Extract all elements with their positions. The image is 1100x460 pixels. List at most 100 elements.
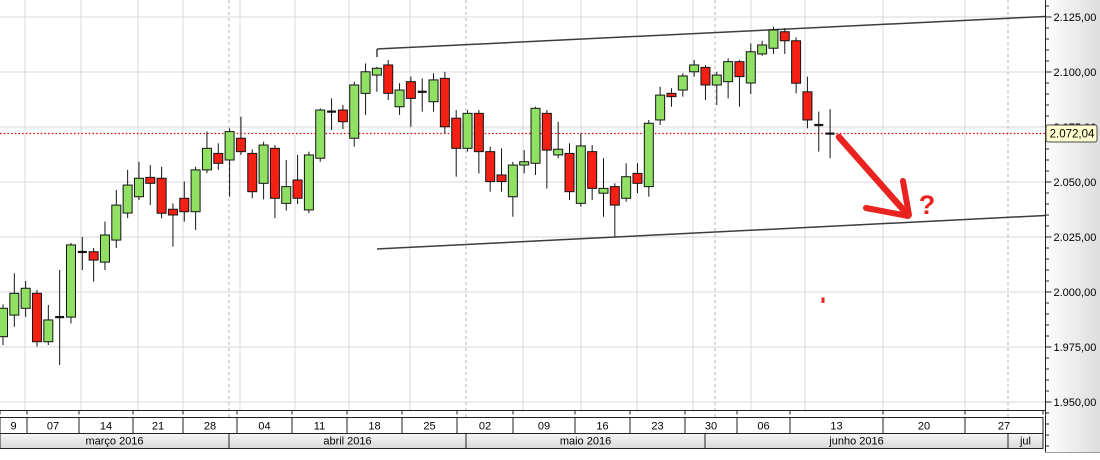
candle — [224, 128, 235, 197]
candle-body — [258, 144, 269, 184]
candle — [235, 116, 246, 155]
week-label: 11 — [314, 421, 325, 433]
candle — [598, 158, 609, 217]
week-label: 18 — [368, 421, 380, 433]
drawn-arrow-shaft[interactable] — [835, 133, 911, 218]
week-label: 02 — [479, 421, 491, 433]
candle — [655, 86, 666, 126]
candle — [349, 81, 360, 147]
candle-body — [485, 151, 496, 183]
week-label: 9 — [10, 421, 16, 433]
time-axis[interactable]: 9 07 14 21 28 04 11 18 25 02 09 16 23 30 06 13 20 27 março… — [0, 410, 1045, 449]
month-label: abril 2016 — [323, 436, 371, 448]
channel-lower-trendline[interactable] — [376, 214, 1046, 250]
candle-body — [9, 292, 20, 316]
candle-body — [213, 152, 224, 164]
candle-body — [439, 77, 450, 128]
drawn-arrow-barb-right[interactable] — [900, 178, 912, 218]
candle — [43, 304, 54, 346]
candle — [201, 131, 212, 174]
candle-body — [609, 186, 620, 206]
week-label: 04 — [258, 421, 270, 433]
candle — [462, 110, 473, 152]
candle-body — [564, 152, 575, 193]
price-tick-label: 2.050,00 — [1054, 177, 1097, 189]
price-axis[interactable]: 2.125,002.100,002.075,002.050,002.025,00… — [1045, 0, 1100, 453]
month-label: maio 2016 — [560, 436, 611, 448]
candle-body — [768, 29, 779, 49]
week-label: 30 — [705, 421, 717, 433]
candle — [269, 145, 280, 219]
candle-body — [43, 319, 54, 343]
candle-body — [337, 109, 348, 123]
candle-body — [133, 177, 144, 198]
question-mark-annotation[interactable]: ? — [919, 190, 936, 220]
candle-body — [779, 31, 790, 42]
candle — [723, 58, 734, 99]
candle — [428, 73, 439, 112]
candle — [371, 66, 382, 92]
candle-body — [88, 251, 99, 261]
candle — [55, 270, 65, 366]
candle-body — [711, 74, 722, 86]
candle-body — [99, 234, 110, 263]
candle — [666, 88, 677, 107]
month-label: março 2016 — [85, 436, 143, 448]
candle — [111, 189, 122, 248]
last-price-tag: 2.072,04 — [1045, 124, 1098, 143]
price-tick-label: 1.950,00 — [1054, 397, 1097, 409]
candle — [575, 133, 586, 207]
candle — [530, 106, 541, 175]
week-label: 23 — [651, 421, 663, 433]
candle — [677, 73, 688, 97]
candle-body — [723, 61, 734, 83]
month-label: junho 2016 — [828, 436, 883, 448]
candle — [757, 40, 768, 56]
candle — [451, 110, 462, 177]
candle — [281, 160, 292, 211]
candle-body — [303, 154, 314, 211]
price-tick-label: 2.100,00 — [1054, 67, 1097, 79]
week-label: 16 — [596, 421, 608, 433]
price-axis-strip[interactable] — [1045, 0, 1100, 453]
week-label: 20 — [918, 421, 930, 433]
candle-body — [235, 137, 246, 153]
candle-body — [757, 44, 768, 55]
month-label: jul — [1019, 436, 1031, 448]
candle-body — [541, 112, 552, 151]
week-label: 27 — [998, 421, 1010, 433]
candle — [292, 154, 303, 204]
week-label: 28 — [204, 421, 216, 433]
candle-body — [666, 92, 677, 98]
candle — [0, 304, 8, 346]
candle-body — [292, 179, 303, 199]
candle — [519, 150, 530, 174]
candle — [179, 181, 190, 222]
trend-channel-layer[interactable] — [376, 15, 1046, 250]
candle — [485, 146, 496, 192]
candle-body — [734, 61, 745, 78]
candle — [394, 83, 405, 115]
week-label: 06 — [757, 421, 769, 433]
candle-body — [247, 152, 258, 193]
candle-body — [65, 244, 76, 318]
candle-body — [190, 169, 201, 213]
candle — [553, 121, 564, 159]
candle-body — [519, 161, 530, 166]
candle — [405, 76, 416, 127]
channel-upper-trendline[interactable] — [376, 15, 1046, 50]
candle — [609, 183, 620, 237]
candle-body — [598, 187, 609, 194]
week-label: 09 — [538, 421, 550, 433]
candle — [541, 110, 552, 189]
week-label: 21 — [152, 421, 164, 433]
candle — [337, 105, 348, 130]
candle-body — [20, 287, 31, 309]
drawn-arrow-barb-left[interactable] — [863, 205, 911, 219]
candle — [711, 71, 722, 105]
candle-body — [0, 307, 8, 338]
drawn-annotations[interactable]: ? — [821, 133, 936, 303]
month-cell[interactable] — [1007, 433, 1044, 449]
candle — [133, 161, 144, 201]
